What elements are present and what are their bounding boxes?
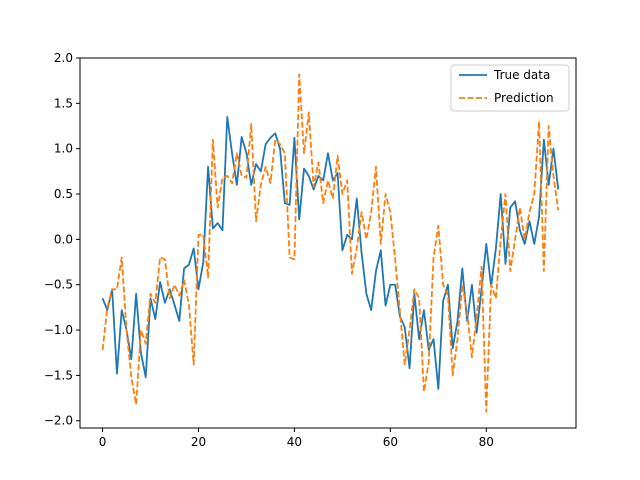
y-tick-label: 1.0 (54, 142, 73, 156)
x-tick-label: 20 (191, 435, 206, 449)
y-tick-label: 0.5 (54, 187, 73, 201)
legend-label-true-data: True data (493, 68, 550, 82)
series-line-prediction (101, 73, 560, 413)
axes-frame (79, 57, 577, 429)
y-tick-label: −1.5 (44, 368, 73, 382)
x-tick-label: 80 (479, 435, 494, 449)
x-tick-label: 40 (287, 435, 302, 449)
x-tick-label: 60 (383, 435, 398, 449)
y-tick-label: 2.0 (54, 51, 73, 65)
legend: True data Prediction (450, 64, 570, 112)
y-tick-label: 0.0 (54, 232, 73, 246)
y-tick-label: 1.5 (54, 96, 73, 110)
x-tick-label: 0 (99, 435, 107, 449)
y-tick-label: −2.0 (44, 414, 73, 428)
legend-frame (450, 64, 570, 112)
y-tick-label: −1.0 (44, 323, 73, 337)
y-tick-label: −0.5 (44, 278, 73, 292)
legend-label-prediction: Prediction (494, 91, 554, 105)
plot-area (80, 58, 576, 428)
